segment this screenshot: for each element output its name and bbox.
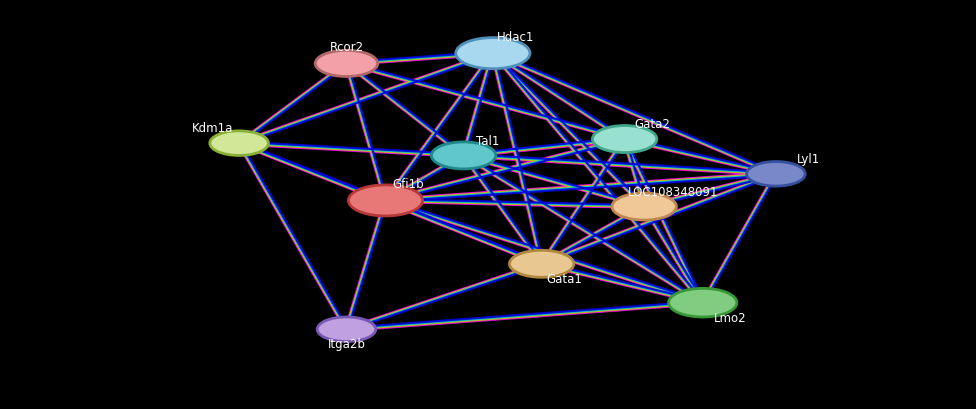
Text: Lyl1: Lyl1 [796,153,820,166]
Text: Tal1: Tal1 [476,135,500,148]
Text: Gata2: Gata2 [634,118,670,131]
Text: Gfi1b: Gfi1b [392,178,424,191]
Circle shape [317,317,376,342]
Circle shape [348,185,423,216]
Text: Rcor2: Rcor2 [330,41,363,54]
Text: Itga2b: Itga2b [328,338,365,351]
Circle shape [669,288,737,317]
Text: Gata1: Gata1 [547,273,582,286]
Circle shape [592,126,657,153]
Circle shape [612,193,676,220]
Circle shape [509,250,574,277]
Text: Lmo2: Lmo2 [713,312,747,325]
Circle shape [431,142,496,169]
Text: Kdm1a: Kdm1a [192,122,233,135]
Circle shape [456,38,530,69]
Text: Hdac1: Hdac1 [497,31,534,44]
Circle shape [747,162,805,186]
Circle shape [315,50,378,76]
Text: LOC108348091: LOC108348091 [629,186,718,199]
Circle shape [210,131,268,155]
